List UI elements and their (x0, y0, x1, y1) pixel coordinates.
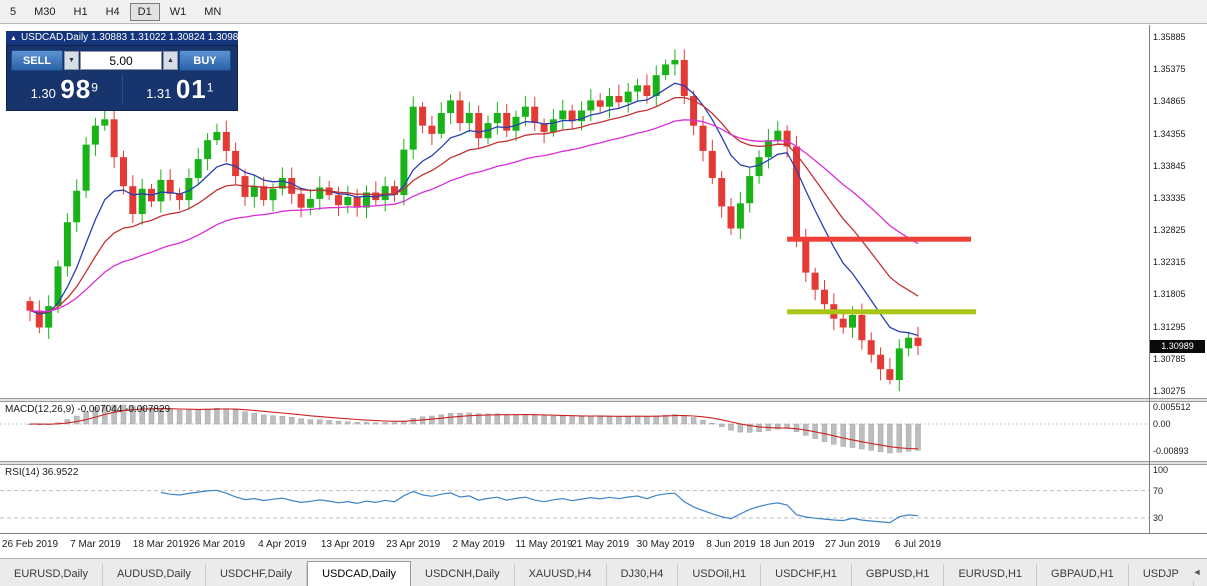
rsi-indicator-label: RSI(14) 36.9522 (5, 467, 79, 478)
date-axis-label: 30 May 2019 (636, 539, 695, 550)
axis-tick-label: 1.33335 (1153, 193, 1186, 203)
timeframe-button-H4[interactable]: H4 (105, 5, 120, 18)
rsi-panel-canvas[interactable] (0, 466, 1150, 532)
sell-price-prefix: 1.30 (30, 86, 56, 101)
date-axis-label: 8 Jun 2019 (706, 539, 756, 550)
axis-tick-label: 1.34865 (1153, 96, 1186, 106)
axis-tick-label: 1.35885 (1153, 32, 1186, 42)
timeframe-button-H1[interactable]: H1 (73, 5, 88, 18)
macd-panel-canvas[interactable] (0, 403, 1150, 461)
axis-tick-label: 70 (1153, 486, 1164, 496)
current-price-badge: 1.30989 (1150, 340, 1205, 353)
date-axis-label: 2 May 2019 (452, 539, 505, 550)
chart-title-bar: ▲ USDCAD,Daily 1.30883 1.31022 1.30824 1.… (6, 31, 238, 45)
timeframe-button-MN[interactable]: MN (204, 5, 222, 18)
chart-title-text: USDCAD,Daily 1.30883 1.31022 1.30824 1.3… (20, 32, 238, 43)
chart-tab-XAUUSD-H4[interactable]: XAUUSD,H4 (515, 564, 607, 586)
timeframe-button-W1[interactable]: W1 (169, 5, 187, 18)
axis-tick-label: 0.005512 (1153, 402, 1191, 412)
chart-tab-USDCNH-Daily[interactable]: USDCNH,Daily (411, 564, 515, 586)
chart-tab-USDJP[interactable]: USDJP (1129, 564, 1194, 586)
chart-tab-GBPAUD-H1[interactable]: GBPAUD,H1 (1037, 564, 1129, 586)
chart-direction-icon: ▲ (10, 35, 17, 42)
date-axis-label: 6 Jul 2019 (894, 539, 942, 550)
lot-size-input[interactable] (80, 51, 162, 70)
date-axis-separator (0, 533, 1207, 534)
chart-tab-AUDUSD-Daily[interactable]: AUDUSD,Daily (103, 564, 206, 586)
date-axis-label: 26 Mar 2019 (188, 539, 246, 550)
buy-price[interactable]: 1.31 011 (123, 74, 238, 105)
date-axis-label: 26 Feb 2019 (1, 539, 59, 550)
axis-tick-label: 1.33845 (1153, 161, 1186, 171)
axis-tick-label: 1.32825 (1153, 225, 1186, 235)
timeframe-button-5[interactable]: 5 (10, 5, 17, 18)
axis-tick-label: 100 (1153, 465, 1169, 475)
timeframe-button-M30[interactable]: M30 (34, 5, 56, 18)
panel-splitter-macd[interactable] (0, 398, 1207, 402)
buy-button[interactable]: BUY (179, 50, 231, 71)
chart-tab-EURUSD-H1[interactable]: EURUSD,H1 (944, 564, 1038, 586)
axis-tick-label: 1.31295 (1153, 322, 1186, 332)
date-axis-label: 18 Mar 2019 (132, 539, 189, 550)
chart-tab-USDCHF-H1[interactable]: USDCHF,H1 (761, 564, 852, 586)
main-chart-canvas[interactable] (0, 25, 1150, 398)
price-axis-separator (1149, 25, 1150, 534)
axis-tick-label: 1.32315 (1153, 257, 1186, 267)
axis-tick-label: -0.00893 (1153, 446, 1189, 456)
buy-price-prefix: 1.31 (146, 86, 172, 101)
axis-tick-label: 1.30275 (1153, 386, 1186, 396)
date-axis-label: 7 Mar 2019 (70, 539, 121, 550)
axis-tick-label: 1.31805 (1153, 289, 1186, 299)
chart-tab-USDOil-H1[interactable]: USDOil,H1 (678, 564, 762, 586)
timeframe-toolbar: 5 M30 H1 H4 D1 W1 MN (0, 0, 1207, 24)
axis-tick-label: 0.00 (1153, 419, 1171, 429)
sell-button[interactable]: SELL (11, 50, 63, 71)
date-axis: 26 Feb 2019 7 Mar 2019 18 Mar 2019 26 Mar 2… (0, 534, 1207, 558)
timeframe-button-D1[interactable]: D1 (129, 2, 160, 21)
axis-tick-label: 1.30785 (1153, 354, 1186, 364)
date-axis-label: 4 Apr 2019 (258, 539, 307, 550)
date-axis-label: 18 Jun 2019 (759, 539, 815, 550)
tabs-scroll-left-button[interactable]: ◄ (1189, 563, 1205, 581)
date-axis-label: 21 May 2019 (571, 539, 630, 550)
date-axis-label: 27 Jun 2019 (825, 539, 881, 550)
date-axis-label: 11 May 2019 (515, 539, 573, 550)
one-click-trading-panel: SELL ▼ ▲ BUY 1.30 989 1.31 011 (6, 45, 238, 111)
buy-price-big-digits: 01 (175, 74, 207, 104)
panel-splitter-rsi[interactable] (0, 461, 1207, 465)
date-axis-label: 13 Apr 2019 (320, 539, 375, 550)
lot-increase-button[interactable]: ▲ (163, 51, 178, 70)
chart-tab-USDCAD-Daily[interactable]: USDCAD,Daily (307, 561, 412, 586)
date-axis-label: 23 Apr 2019 (386, 539, 441, 550)
sell-price-big-digits: 98 (60, 74, 92, 104)
chart-tabs: EURUSD,Daily AUDUSD,Daily USDCHF,Daily USDC… (0, 558, 1207, 586)
lot-decrease-button[interactable]: ▼ (64, 51, 79, 70)
chart-tab-EURUSD-Daily[interactable]: EURUSD,Daily (0, 564, 103, 586)
chart-tab-DJ30-H4[interactable]: DJ30,H4 (607, 564, 679, 586)
axis-tick-label: 1.35375 (1153, 64, 1186, 74)
buy-price-pip-digit: 1 (206, 80, 214, 95)
chart-tab-USDCHF-Daily[interactable]: USDCHF,Daily (206, 564, 308, 586)
macd-indicator-label: MACD(12,26,9) -0.007044 -0.007829 (5, 404, 171, 415)
chart-tab-GBPUSD-H1[interactable]: GBPUSD,H1 (852, 564, 945, 586)
axis-tick-label: 1.34355 (1153, 129, 1186, 139)
sell-price[interactable]: 1.30 989 (7, 74, 123, 105)
sell-price-pip-digit: 9 (91, 80, 98, 95)
axis-tick-label: 30 (1153, 513, 1164, 523)
